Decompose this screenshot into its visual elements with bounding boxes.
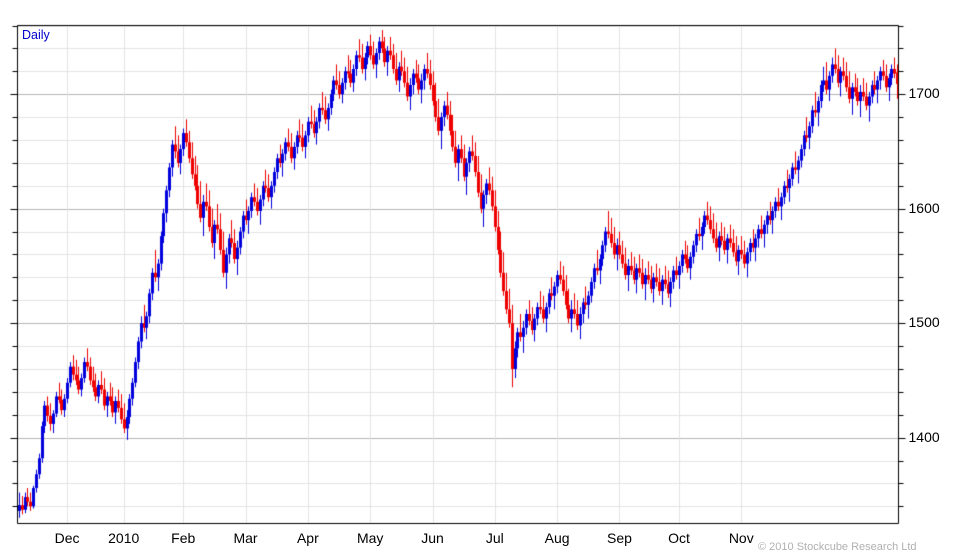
interval-label: Daily bbox=[22, 28, 50, 42]
copyright-notice: © 2010 Stockcube Research Ltd bbox=[758, 541, 917, 553]
